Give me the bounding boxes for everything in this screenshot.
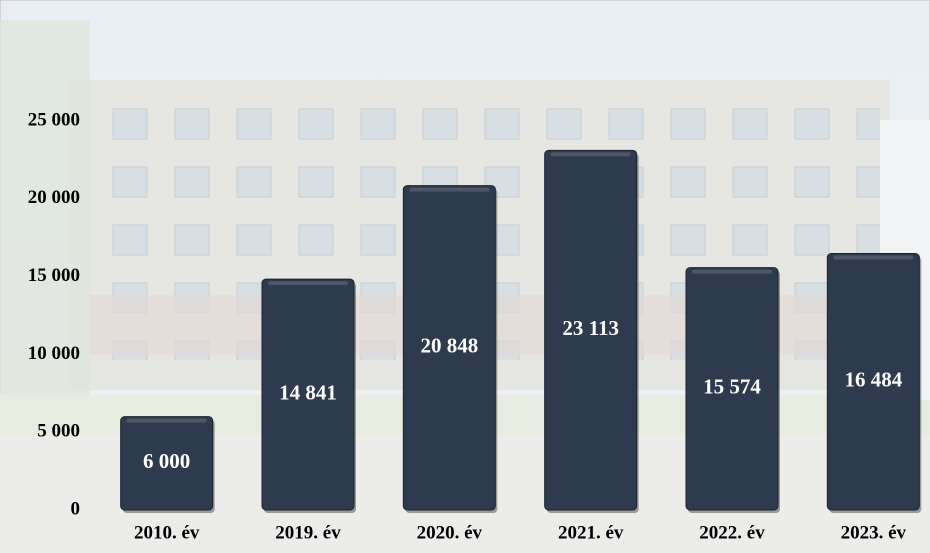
bar xyxy=(261,278,355,511)
bar-highlight xyxy=(268,281,348,286)
bar xyxy=(544,149,638,511)
y-tick-label: 20 000 xyxy=(28,187,80,208)
x-tick-label: 2022. év xyxy=(699,522,765,543)
bar xyxy=(120,416,214,511)
x-tick-label: 2010. év xyxy=(134,522,200,543)
y-tick-label: 0 xyxy=(71,498,81,519)
x-tick-label: 2019. év xyxy=(275,522,341,543)
bar xyxy=(402,185,496,511)
value-label: 6 000 xyxy=(143,449,190,473)
value-label: 16 484 xyxy=(844,368,902,392)
x-tick-label: 2021. év xyxy=(558,522,624,543)
y-tick-label: 5 000 xyxy=(37,421,80,442)
y-tick-label: 10 000 xyxy=(28,343,80,364)
bar-highlight xyxy=(692,269,772,274)
y-tick-label: 25 000 xyxy=(28,109,80,130)
bar-highlight xyxy=(126,418,207,423)
bar-highlight xyxy=(409,187,490,192)
value-label: 20 848 xyxy=(420,334,478,358)
bar xyxy=(826,253,920,511)
x-tick-label: 2020. év xyxy=(417,522,483,543)
y-tick-label: 15 000 xyxy=(28,265,80,286)
bar-highlight xyxy=(833,255,914,260)
x-tick-label: 2023. év xyxy=(841,522,907,543)
value-label: 14 841 xyxy=(279,380,337,404)
bar-highlight xyxy=(550,152,631,157)
bar xyxy=(685,267,779,511)
value-label: 23 113 xyxy=(562,316,619,340)
value-label: 15 574 xyxy=(703,375,761,399)
